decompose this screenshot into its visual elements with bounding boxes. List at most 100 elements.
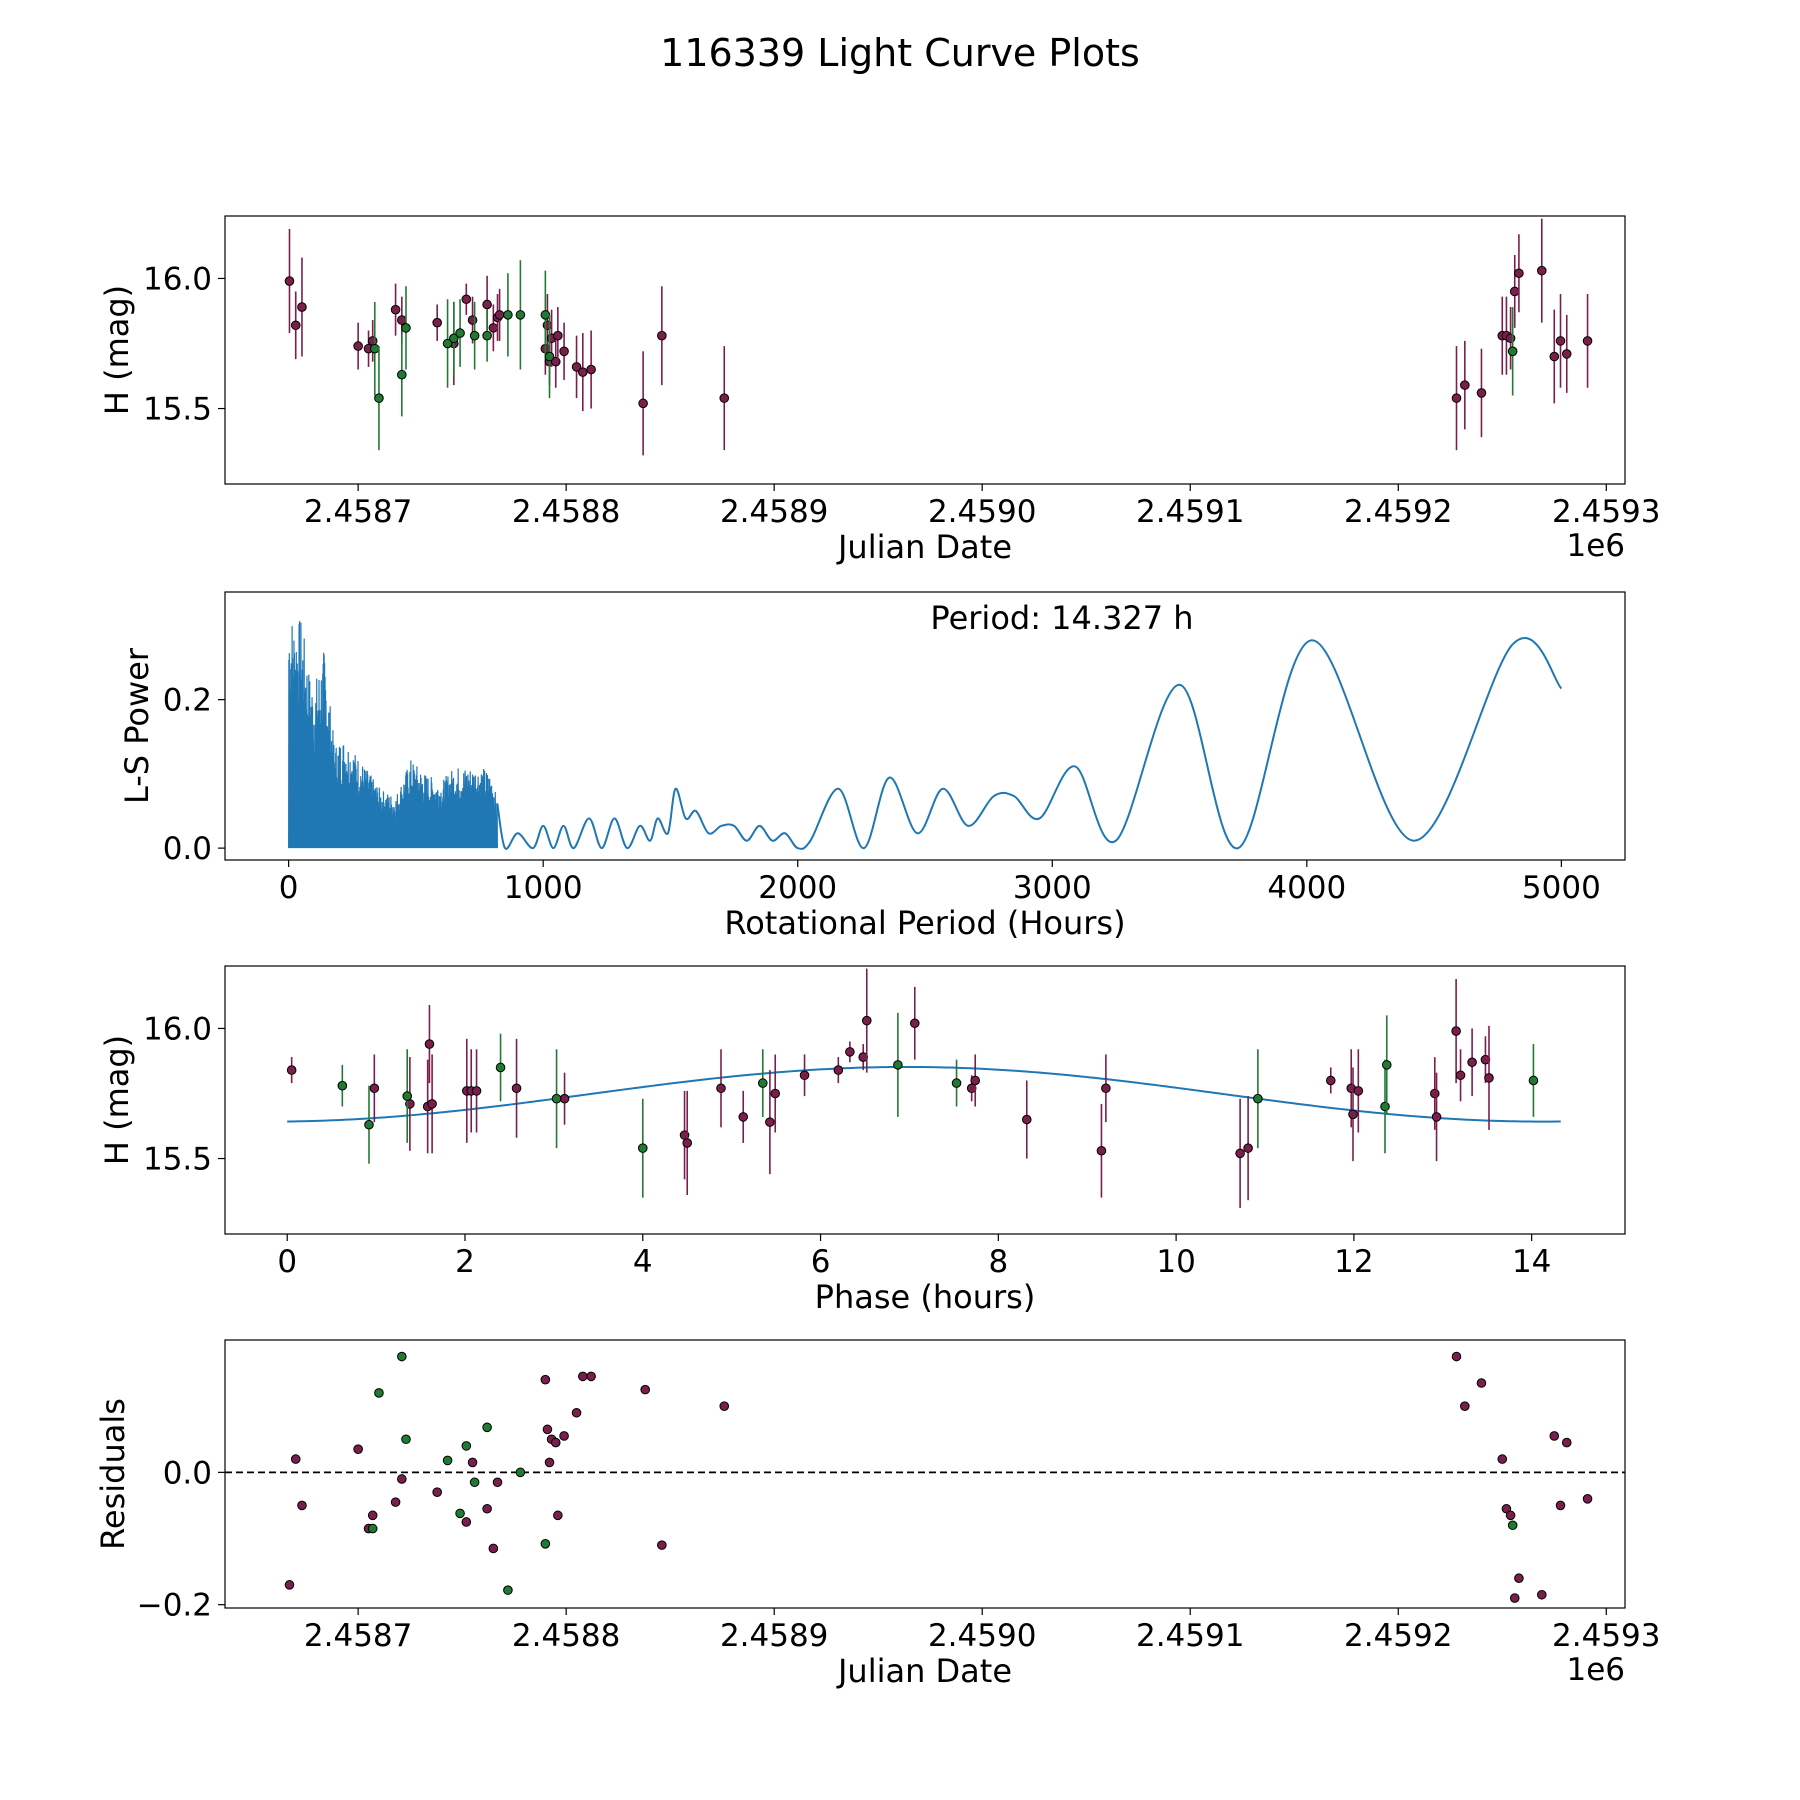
data-point — [719, 1401, 730, 1411]
data-point — [488, 323, 499, 333]
data-point — [1467, 1057, 1477, 1068]
data-point — [640, 1384, 651, 1395]
data-point — [1561, 1437, 1572, 1448]
data-point — [286, 1065, 297, 1075]
data-point — [511, 1083, 522, 1094]
data-point — [427, 1099, 437, 1109]
data-point — [909, 1018, 920, 1029]
periodogram-plot-area — [288, 621, 1563, 850]
x-tick-label: 2.4593 — [1552, 1618, 1660, 1654]
data-point — [638, 398, 648, 409]
data-point — [467, 1457, 478, 1468]
phased-plot-frame — [224, 965, 1626, 1235]
y-tick-label: 15.5 — [143, 1142, 212, 1178]
period-annotation: Period: 14.327 h — [930, 599, 1193, 637]
x-tick-label: 1000 — [504, 870, 583, 906]
data-point — [1528, 1075, 1539, 1086]
data-point — [455, 1508, 465, 1519]
data-point — [1561, 349, 1572, 359]
series-g — [367, 1351, 1518, 1595]
raw-light-curve-panel: 2.4587 2.4588 2.4589 2.4590 2.4591 2.4592 2.45… — [98, 215, 1661, 566]
data-point — [1507, 346, 1518, 357]
data-point — [770, 1088, 781, 1099]
data-point — [1431, 1112, 1442, 1122]
residuals-plot-area — [225, 1351, 1625, 1603]
figure-title: 116339 Light Curve Plots — [660, 31, 1140, 75]
data-point — [488, 1543, 499, 1554]
data-point — [515, 1467, 526, 1478]
data-point — [492, 1477, 503, 1488]
x-tick-label: 2.4588 — [512, 494, 620, 530]
data-point — [845, 1047, 855, 1057]
series-r — [286, 968, 1494, 1208]
raw-x-offset-label: 1e6 — [1566, 528, 1625, 564]
data-point — [390, 1497, 401, 1507]
data-point — [1353, 1086, 1364, 1096]
phased-light-curve-panel: 0 2 4 6 8 10 12 14 15.5 16.0 Phase (hours) H (ma… — [98, 965, 1626, 1316]
data-point — [799, 1070, 810, 1081]
data-point — [1514, 268, 1524, 279]
data-point — [542, 320, 553, 331]
data-point — [353, 341, 363, 351]
residuals-panel: 2.4587 2.4588 2.4589 2.4590 2.4591 2.4592 2.45… — [94, 1339, 1661, 1690]
data-point — [367, 1510, 378, 1521]
data-point — [550, 1437, 561, 1448]
x-tick-label: 2.4590 — [928, 1618, 1036, 1654]
data-point — [757, 1078, 768, 1088]
x-tick-label: 2.4593 — [1552, 494, 1660, 530]
data-point — [1505, 1510, 1516, 1521]
data-point — [578, 367, 588, 377]
data-point — [540, 310, 551, 320]
periodogram-y-ticks: 0.0 0.2 — [163, 683, 225, 867]
data-point — [1243, 1143, 1253, 1153]
data-point — [719, 393, 730, 403]
periodogram-panel: 0 1000 2000 3000 4000 5000 0.0 0.2 Period: 14.… — [118, 591, 1626, 942]
data-point — [1497, 1454, 1508, 1464]
data-point — [765, 1117, 775, 1127]
data-point — [540, 1374, 551, 1385]
data-point — [1509, 1593, 1520, 1603]
data-point — [1253, 1093, 1263, 1104]
data-point — [657, 1540, 667, 1550]
data-point — [442, 1455, 453, 1466]
data-point — [1582, 1494, 1593, 1504]
raw-plot-frame — [224, 215, 1626, 485]
periodogram-curve — [496, 637, 1563, 850]
data-point — [586, 1371, 596, 1382]
data-point — [397, 369, 407, 380]
residuals-x-offset-label: 1e6 — [1566, 1652, 1625, 1688]
data-point — [1460, 1401, 1470, 1411]
data-point — [1235, 1148, 1245, 1159]
data-point — [1536, 265, 1547, 276]
x-tick-label: 2.4587 — [304, 1618, 412, 1654]
residuals-y-ticks: −0.2 0.0 — [137, 1455, 225, 1624]
data-point — [970, 1075, 981, 1086]
data-point — [861, 1015, 872, 1026]
data-point — [397, 1351, 407, 1362]
data-point — [542, 1424, 553, 1435]
data-point — [1536, 1589, 1547, 1600]
data-point — [1505, 333, 1516, 344]
data-point — [401, 323, 411, 333]
data-point — [432, 1487, 442, 1497]
x-tick-label: 8 — [988, 1244, 1008, 1280]
data-point — [1429, 1088, 1440, 1099]
residuals-y-axis-label: Residuals — [94, 1398, 132, 1550]
data-point — [503, 1585, 513, 1595]
x-tick-label: 14 — [1512, 1244, 1551, 1280]
data-point — [390, 304, 401, 315]
data-point — [424, 1039, 435, 1049]
data-point — [442, 338, 453, 349]
x-tick-label: 0 — [277, 1244, 297, 1280]
x-tick-label: 12 — [1334, 1244, 1373, 1280]
data-point — [1451, 1026, 1461, 1036]
raw-y-ticks: 15.5 16.0 — [143, 261, 225, 428]
data-point — [951, 1078, 962, 1088]
periodogram-x-ticks: 0 1000 2000 3000 4000 5000 — [279, 860, 1601, 906]
phased-plot-area — [286, 968, 1561, 1208]
model-fit-curve — [287, 1065, 1561, 1123]
data-point — [559, 1093, 570, 1104]
data-point — [469, 1477, 480, 1488]
data-point — [471, 1086, 482, 1096]
x-tick-label: 2.4588 — [512, 1618, 620, 1654]
